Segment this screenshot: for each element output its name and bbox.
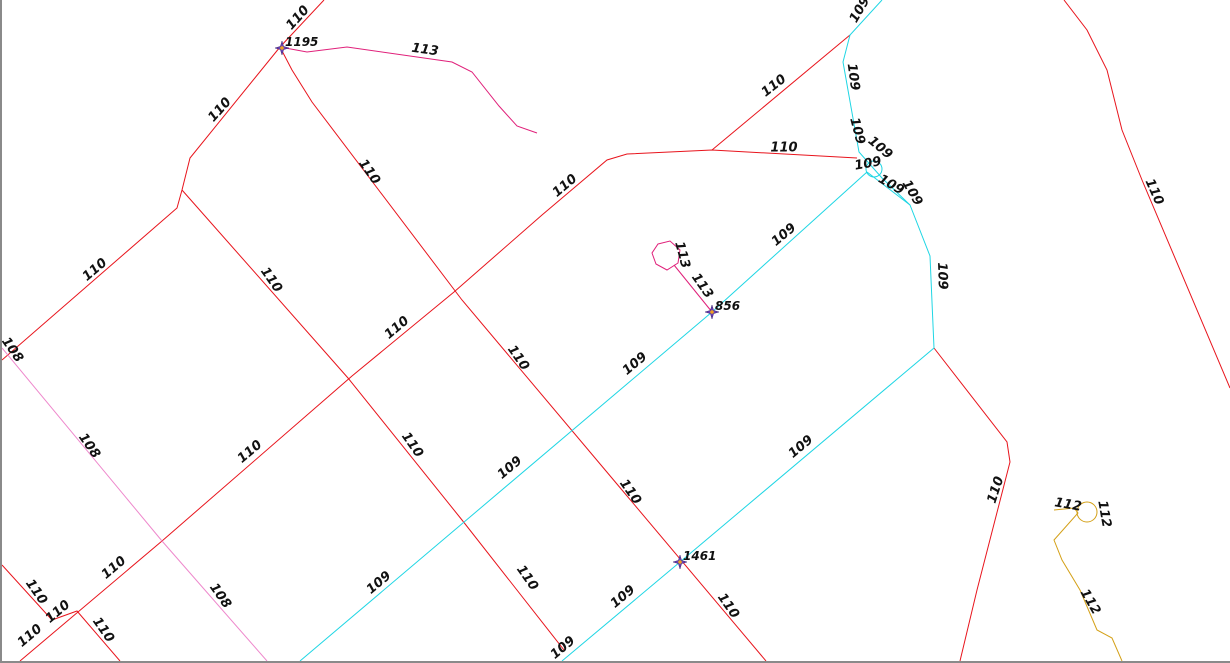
road-label-110: 110 (985, 475, 1008, 505)
route-112-layer (1053, 501, 1123, 661)
road-loop-109[interactable] (865, 160, 883, 178)
point-label: 856 (715, 299, 740, 313)
road-label-109: 109 (786, 433, 816, 462)
road-label-112: 112 (1053, 495, 1082, 514)
road-label-110: 110 (504, 343, 532, 374)
route-108-layer (2, 347, 268, 661)
road-segment-110[interactable] (2, 0, 325, 361)
road-label-113: 113 (688, 271, 716, 302)
road-segment-112[interactable] (1053, 507, 1123, 661)
road-segment-110[interactable] (933, 347, 1011, 661)
road-label-109: 109 (620, 350, 650, 379)
road-label-109: 109 (899, 177, 926, 208)
road-segment-110[interactable] (181, 189, 565, 651)
road-loop-113[interactable] (651, 240, 681, 271)
road-label-110: 110 (1142, 177, 1167, 208)
road-label-109: 109 (608, 583, 638, 612)
road-label-108: 108 (75, 431, 103, 462)
road-label-109: 109 (853, 154, 882, 173)
road-label-109: 109 (495, 454, 525, 483)
marker-center-dot (678, 560, 682, 564)
marker-center-dot (710, 310, 714, 314)
road-label-110: 110 (283, 3, 312, 33)
marker-center-dot (280, 46, 284, 50)
road-label-110: 110 (15, 622, 45, 651)
road-label-108: 108 (2, 335, 26, 366)
road-segment-110[interactable] (1063, 0, 1230, 389)
road-label-110: 110 (235, 438, 265, 467)
road-label-110: 110 (355, 157, 383, 188)
road-segment-113[interactable] (279, 46, 538, 134)
road-label-113: 113 (671, 240, 693, 270)
road-label-110: 110 (616, 477, 644, 508)
road-label-110: 110 (205, 95, 234, 125)
point-856[interactable]: 856 (704, 299, 740, 320)
road-label-110: 110 (770, 141, 797, 156)
road-segment-109[interactable] (866, 171, 911, 206)
road-label-112: 112 (1094, 499, 1113, 528)
point-markers-layer: 1195 856 1461 (274, 35, 740, 570)
road-label-113: 113 (411, 41, 440, 60)
road-label-112: 112 (1077, 586, 1104, 617)
road-segment-110[interactable] (279, 46, 767, 661)
road-segment-110[interactable] (711, 34, 851, 151)
road-label-109: 109 (847, 0, 874, 26)
road-label-109: 109 (769, 221, 799, 250)
road-label-110: 110 (382, 314, 412, 343)
road-label-109: 109 (934, 262, 950, 290)
road-label-109: 109 (548, 634, 578, 661)
road-label-110: 110 (759, 72, 790, 101)
road-segment-108[interactable] (2, 347, 268, 661)
road-label-110: 110 (80, 256, 110, 285)
road-label-110: 110 (43, 598, 73, 627)
road-segment-110[interactable] (19, 149, 858, 661)
route-113-layer (279, 46, 713, 313)
road-label-109: 109 (846, 116, 868, 146)
road-loop-112[interactable] (1076, 501, 1098, 523)
road-label-109: 109 (364, 569, 394, 598)
road-label-110: 110 (714, 591, 742, 622)
road-segment-109[interactable] (561, 0, 935, 661)
point-label: 1461 (683, 549, 716, 563)
point-1195[interactable]: 1195 (274, 35, 318, 56)
road-label-110: 110 (99, 554, 129, 583)
point-1461[interactable]: 1461 (672, 549, 716, 570)
road-label-109: 109 (844, 63, 863, 92)
road-label-110: 110 (513, 563, 541, 594)
road-segment-113[interactable] (673, 264, 713, 313)
road-segment-110[interactable] (2, 564, 121, 661)
point-label: 1195 (285, 35, 318, 49)
